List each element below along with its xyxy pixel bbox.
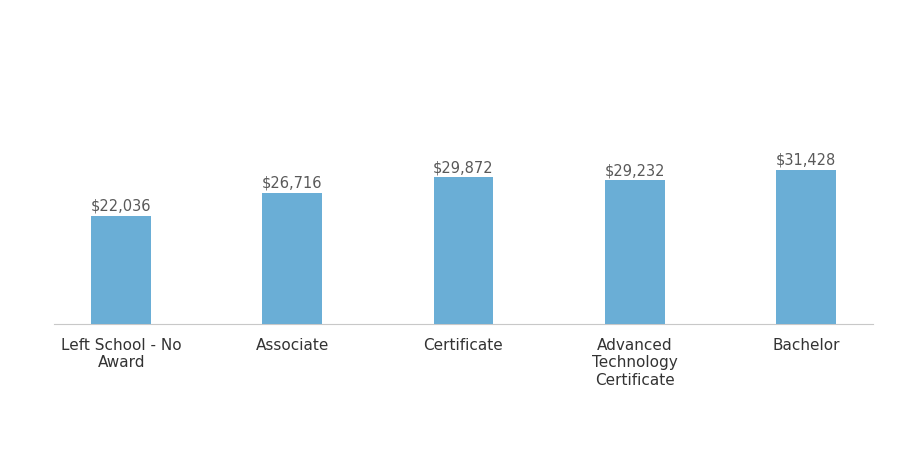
Text: $29,872: $29,872 [433, 160, 494, 176]
Text: $31,428: $31,428 [776, 153, 836, 168]
Bar [605, 180, 664, 324]
Bar [91, 216, 151, 324]
Text: $22,036: $22,036 [91, 199, 151, 214]
Text: $26,716: $26,716 [262, 176, 322, 191]
Bar [434, 177, 493, 324]
Bar [263, 193, 322, 324]
Text: $29,232: $29,232 [605, 163, 665, 179]
Bar [776, 170, 836, 324]
